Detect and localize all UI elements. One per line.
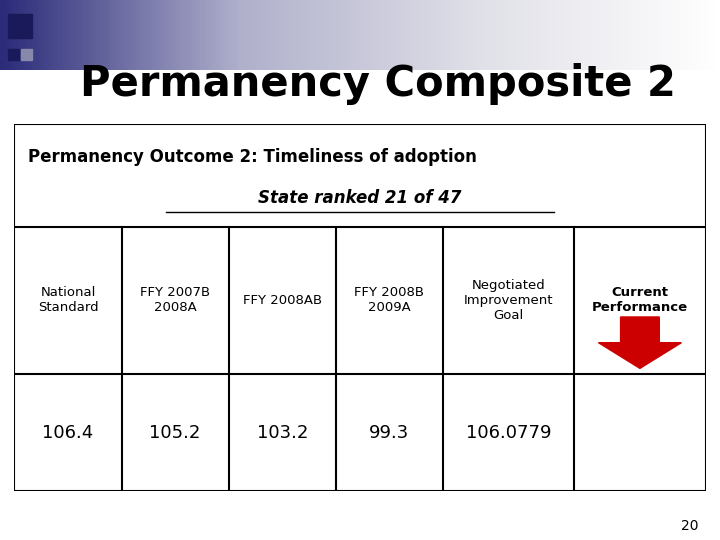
Text: 106.4: 106.4 [42, 424, 94, 442]
Text: 99.3: 99.3 [369, 424, 410, 442]
Text: FFY 2007B
2008A: FFY 2007B 2008A [140, 286, 210, 314]
Text: 20: 20 [681, 519, 698, 532]
Text: Permanency Outcome 2: Timeliness of adoption: Permanency Outcome 2: Timeliness of adop… [28, 148, 477, 166]
Bar [21, 49, 32, 60]
Text: 103.2: 103.2 [256, 424, 308, 442]
Text: Permanency Composite 2: Permanency Composite 2 [80, 63, 676, 105]
Text: 106.0779: 106.0779 [466, 424, 552, 442]
Text: FFY 2008AB: FFY 2008AB [243, 294, 322, 307]
Bar [8, 14, 32, 38]
Text: FFY 2008B
2009A: FFY 2008B 2009A [354, 286, 424, 314]
Bar [8, 49, 19, 60]
Text: Negotiated
Improvement
Goal: Negotiated Improvement Goal [464, 279, 554, 322]
Text: 105.2: 105.2 [150, 424, 201, 442]
Polygon shape [598, 317, 681, 368]
Text: Current
Performance: Current Performance [592, 286, 688, 314]
Text: State ranked 21 of 47: State ranked 21 of 47 [258, 188, 462, 207]
Text: National
Standard: National Standard [37, 286, 99, 314]
